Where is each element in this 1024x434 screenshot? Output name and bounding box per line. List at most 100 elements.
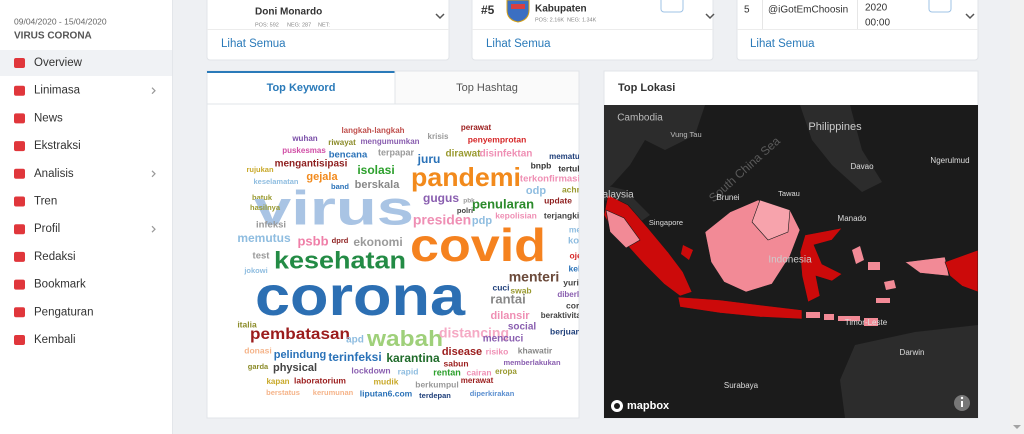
keyword[interactable]: odp (526, 185, 546, 197)
keyword[interactable]: terinfeksi (328, 350, 381, 364)
scrollbar[interactable] (1010, 0, 1024, 434)
submenu-arrow[interactable] (151, 225, 156, 233)
keyword[interactable]: liputan6.com (360, 388, 413, 398)
keyword[interactable]: sabun (443, 358, 468, 368)
keyword[interactable]: update (544, 195, 572, 205)
keyword[interactable]: mudik (373, 376, 398, 386)
keyword[interactable]: batuk (252, 193, 273, 202)
keyword[interactable]: konferen (568, 236, 608, 247)
keyword[interactable]: riwayat (328, 138, 356, 147)
keyword[interactable]: pelindung (274, 349, 327, 361)
keyword[interactable]: kerumunan (313, 388, 354, 397)
view-button[interactable] (660, 0, 684, 13)
menu-item[interactable]: Redaksi (34, 251, 76, 263)
keyword[interactable]: terpapar (378, 147, 415, 157)
keyword[interactable]: eropa (495, 367, 517, 376)
menu-item[interactable]: Bookmark (34, 279, 86, 291)
keyword[interactable]: wuhan (291, 134, 317, 143)
keyword[interactable]: juru (417, 152, 441, 166)
keyword[interactable]: band (331, 182, 349, 191)
scroll-arrow[interactable] (1013, 425, 1021, 429)
menu-item[interactable]: Pengaturan (34, 306, 93, 318)
expand-chevron[interactable] (435, 13, 445, 20)
keyword[interactable]: khawatir (518, 345, 553, 355)
keyword[interactable]: polri (457, 206, 473, 215)
see-all-link[interactable]: Lihat Semua (221, 38, 286, 50)
keyword[interactable]: merawat (461, 376, 494, 385)
view-button[interactable] (928, 0, 952, 13)
keyword[interactable]: infeksi (256, 220, 286, 231)
keyword[interactable]: laboratorium (294, 375, 346, 385)
keyword[interactable]: disinfektan (480, 149, 533, 160)
keyword[interactable]: keluarga (569, 263, 604, 273)
keyword[interactable]: social (508, 322, 537, 333)
keyword[interactable]: pdp (472, 215, 492, 227)
submenu-arrow[interactable] (151, 87, 156, 95)
keyword[interactable]: gugus (423, 191, 459, 205)
keyword[interactable]: terjangkit (544, 210, 582, 220)
see-all-link[interactable]: Lihat Semua (750, 38, 815, 50)
menu-item[interactable]: Analisis (34, 168, 74, 180)
keyword[interactable]: meringan (569, 224, 607, 234)
keyword[interactable]: diperkirakan (470, 389, 515, 398)
keyword[interactable]: hasilnya (250, 203, 281, 212)
keyword[interactable]: coronaviru (566, 300, 610, 310)
keyword[interactable]: memutus (237, 231, 291, 245)
keyword[interactable]: cuci (492, 282, 509, 292)
keyword[interactable]: beraktivitas (541, 311, 586, 320)
keyword[interactable]: krisis (428, 132, 449, 141)
keyword[interactable]: karantina (386, 351, 440, 365)
keyword[interactable]: terkonfirmasi (520, 174, 580, 185)
attribution[interactable]: mapbox (627, 400, 670, 412)
keyword[interactable]: virus (254, 183, 414, 236)
keyword[interactable]: kesehatan (274, 247, 406, 274)
keyword[interactable]: keselamatan (253, 177, 298, 186)
keyword[interactable]: perawat (461, 123, 492, 132)
keyword[interactable]: gejala (306, 171, 338, 183)
keyword[interactable]: rantai (490, 291, 525, 306)
keyword[interactable]: swab (510, 285, 531, 295)
expand-chevron[interactable] (705, 13, 715, 20)
tab[interactable] (394, 70, 580, 105)
keyword[interactable]: puskesmas (282, 146, 326, 155)
keyword[interactable]: langkah-langkah (341, 126, 404, 135)
keyword[interactable]: berjuang (550, 326, 586, 336)
keyword[interactable]: berstatus (266, 388, 300, 397)
tab-label[interactable]: Top Keyword (267, 82, 336, 94)
keyword[interactable]: ekonomi (353, 235, 402, 249)
keyword[interactable]: garda (248, 362, 269, 371)
keyword[interactable]: dprd (332, 236, 349, 245)
keyword[interactable]: pbk (463, 198, 475, 205)
keyword[interactable]: disease (442, 346, 482, 358)
submenu-arrow[interactable] (151, 170, 156, 178)
keyword[interactable]: ojek (569, 250, 586, 260)
menu-item[interactable]: Ekstraksi (34, 140, 81, 152)
keyword[interactable]: menteri (509, 269, 560, 285)
keyword[interactable]: achmad (562, 184, 594, 194)
keyword[interactable]: jokowi (243, 266, 267, 275)
keyword[interactable]: mematuhi (549, 152, 587, 161)
keyword[interactable]: bnpb (531, 160, 552, 170)
keyword[interactable]: test (253, 251, 271, 262)
keyword[interactable]: cairan (466, 367, 491, 377)
keyword[interactable]: wabah (366, 326, 443, 351)
keyword[interactable]: lockdown (351, 365, 390, 375)
keyword[interactable]: penularan (472, 196, 534, 211)
keyword[interactable]: berkumpul (415, 379, 458, 389)
keyword[interactable]: covid (410, 219, 546, 271)
keyword[interactable]: mengantisipasi (275, 159, 348, 170)
keyword[interactable]: dilansir (490, 310, 530, 322)
keyword[interactable]: kepolisian (495, 210, 537, 220)
keyword[interactable]: distancing (439, 325, 509, 341)
keyword[interactable]: mencuci (483, 334, 524, 345)
keyword[interactable]: donasi (244, 345, 271, 355)
keyword[interactable]: dirawat (445, 149, 481, 160)
keyword[interactable]: isolasi (357, 163, 394, 177)
menu-item[interactable]: Linimasa (34, 85, 81, 97)
keyword[interactable]: kapan (266, 377, 289, 386)
expand-chevron[interactable] (965, 13, 975, 20)
keyword[interactable]: corona (255, 264, 466, 327)
keyword[interactable]: risiko (486, 346, 509, 356)
menu-item[interactable]: News (34, 112, 63, 124)
keyword[interactable]: rujukan (246, 165, 274, 174)
